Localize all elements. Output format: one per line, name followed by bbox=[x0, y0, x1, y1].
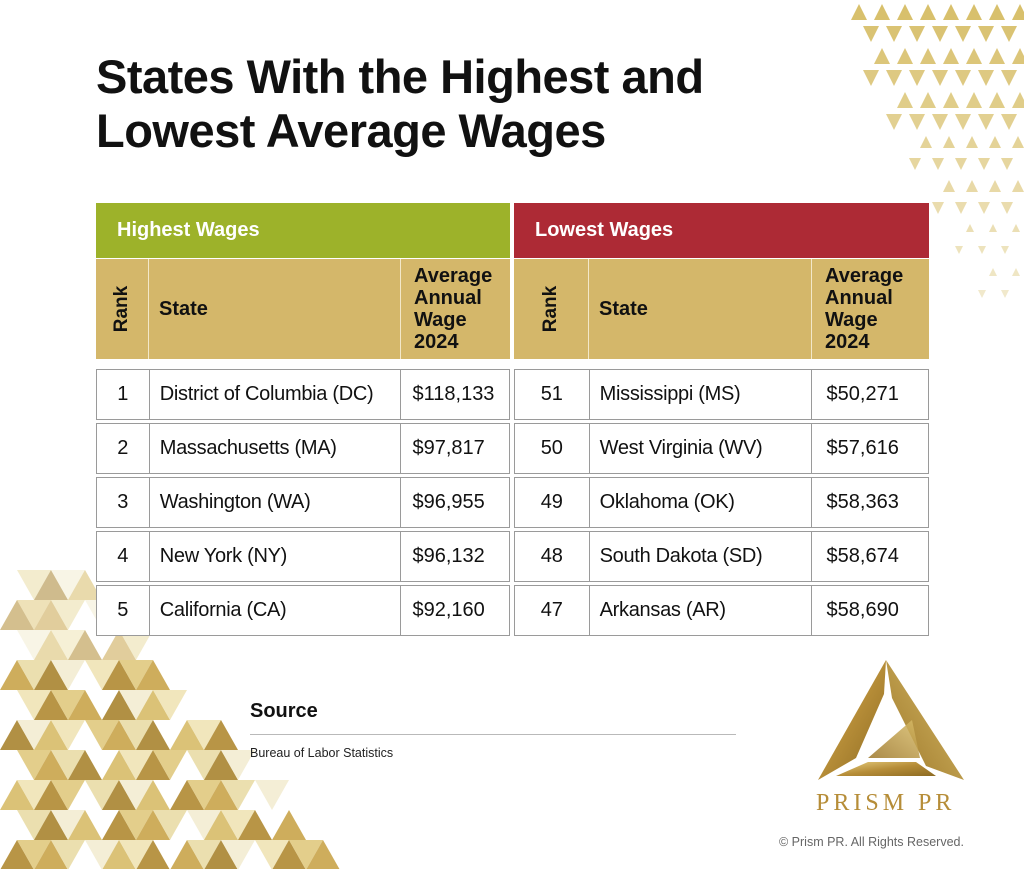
table-row: 47 Arkansas (AR) $58,690 bbox=[514, 585, 929, 636]
wage-column-header: Average Annual Wage 2024 bbox=[414, 265, 493, 353]
rank-cell: 5 bbox=[97, 586, 150, 635]
lowest-rows: 51 Mississippi (MS) $50,271 50 West Virg… bbox=[514, 369, 929, 636]
table-row: 48 South Dakota (SD) $58,674 bbox=[514, 531, 929, 582]
wage-cell: $50,271 bbox=[826, 383, 899, 405]
source-label: Source bbox=[250, 700, 318, 722]
wage-cell: $58,690 bbox=[826, 599, 899, 621]
rank-cell: 47 bbox=[515, 586, 590, 635]
wage-cell: $96,132 bbox=[412, 545, 485, 567]
highest-wages-table: Highest Wages Rank State Average Annual … bbox=[96, 203, 510, 639]
lowest-wages-header: Lowest Wages bbox=[514, 203, 929, 258]
wage-cell: $92,160 bbox=[412, 599, 485, 621]
copyright-text: © Prism PR. All Rights Reserved. bbox=[779, 835, 964, 849]
highest-column-headers: Rank State Average Annual Wage 2024 bbox=[96, 259, 510, 359]
wage-column-header: Average Annual Wage 2024 bbox=[825, 265, 904, 353]
highest-wages-header: Highest Wages bbox=[96, 203, 510, 258]
wage-cell: $58,363 bbox=[826, 491, 899, 513]
state-cell: Oklahoma (OK) bbox=[590, 478, 812, 527]
state-cell: Arkansas (AR) bbox=[590, 586, 812, 635]
table-row: 5 California (CA) $92,160 bbox=[96, 585, 510, 636]
state-cell: Washington (WA) bbox=[150, 478, 401, 527]
state-cell: West Virginia (WV) bbox=[590, 424, 812, 473]
rank-cell: 48 bbox=[515, 532, 590, 581]
wage-cell: $57,616 bbox=[826, 437, 899, 459]
state-cell: Mississippi (MS) bbox=[590, 370, 812, 419]
rank-cell: 3 bbox=[97, 478, 150, 527]
table-row: 51 Mississippi (MS) $50,271 bbox=[514, 369, 929, 420]
source-divider bbox=[250, 734, 736, 735]
highest-rows: 1 District of Columbia (DC) $118,133 2 M… bbox=[96, 369, 510, 636]
triangle-pattern-top-right bbox=[851, 4, 1024, 298]
rank-column-header: Rank bbox=[96, 259, 149, 359]
wage-cell: $97,817 bbox=[412, 437, 485, 459]
title-line-1: States With the Highest and bbox=[96, 50, 704, 103]
rank-column-header: Rank bbox=[514, 259, 589, 359]
prism-logo-icon bbox=[818, 660, 964, 780]
table-row: 3 Washington (WA) $96,955 bbox=[96, 477, 510, 528]
brand-name: PRISM PR bbox=[816, 790, 956, 816]
title-line-2: Lowest Average Wages bbox=[96, 104, 606, 157]
table-row: 49 Oklahoma (OK) $58,363 bbox=[514, 477, 929, 528]
rank-cell: 4 bbox=[97, 532, 150, 581]
state-cell: South Dakota (SD) bbox=[590, 532, 812, 581]
triangle-pattern-bottom-left bbox=[0, 570, 340, 869]
wage-cell: $118,133 bbox=[412, 383, 495, 405]
state-cell: California (CA) bbox=[150, 586, 401, 635]
table-row: 50 West Virginia (WV) $57,616 bbox=[514, 423, 929, 474]
table-row: 1 District of Columbia (DC) $118,133 bbox=[96, 369, 510, 420]
source-text: Bureau of Labor Statistics bbox=[250, 746, 394, 760]
state-cell: Massachusetts (MA) bbox=[150, 424, 401, 473]
lowest-wages-table: Lowest Wages Rank State Average Annual W… bbox=[514, 203, 929, 639]
table-row: 4 New York (NY) $96,132 bbox=[96, 531, 510, 582]
rank-cell: 49 bbox=[515, 478, 590, 527]
state-column-header: State bbox=[589, 259, 812, 359]
rank-cell: 2 bbox=[97, 424, 150, 473]
table-row: 2 Massachusetts (MA) $97,817 bbox=[96, 423, 510, 474]
rank-cell: 1 bbox=[97, 370, 150, 419]
rank-cell: 50 bbox=[515, 424, 590, 473]
state-cell: New York (NY) bbox=[150, 532, 401, 581]
lowest-column-headers: Rank State Average Annual Wage 2024 bbox=[514, 259, 929, 359]
wage-cell: $58,674 bbox=[826, 545, 899, 567]
rank-cell: 51 bbox=[515, 370, 590, 419]
state-column-header: State bbox=[149, 259, 401, 359]
wage-cell: $96,955 bbox=[412, 491, 485, 513]
page-title: States With the Highest and Lowest Avera… bbox=[96, 50, 856, 158]
state-cell: District of Columbia (DC) bbox=[150, 370, 401, 419]
